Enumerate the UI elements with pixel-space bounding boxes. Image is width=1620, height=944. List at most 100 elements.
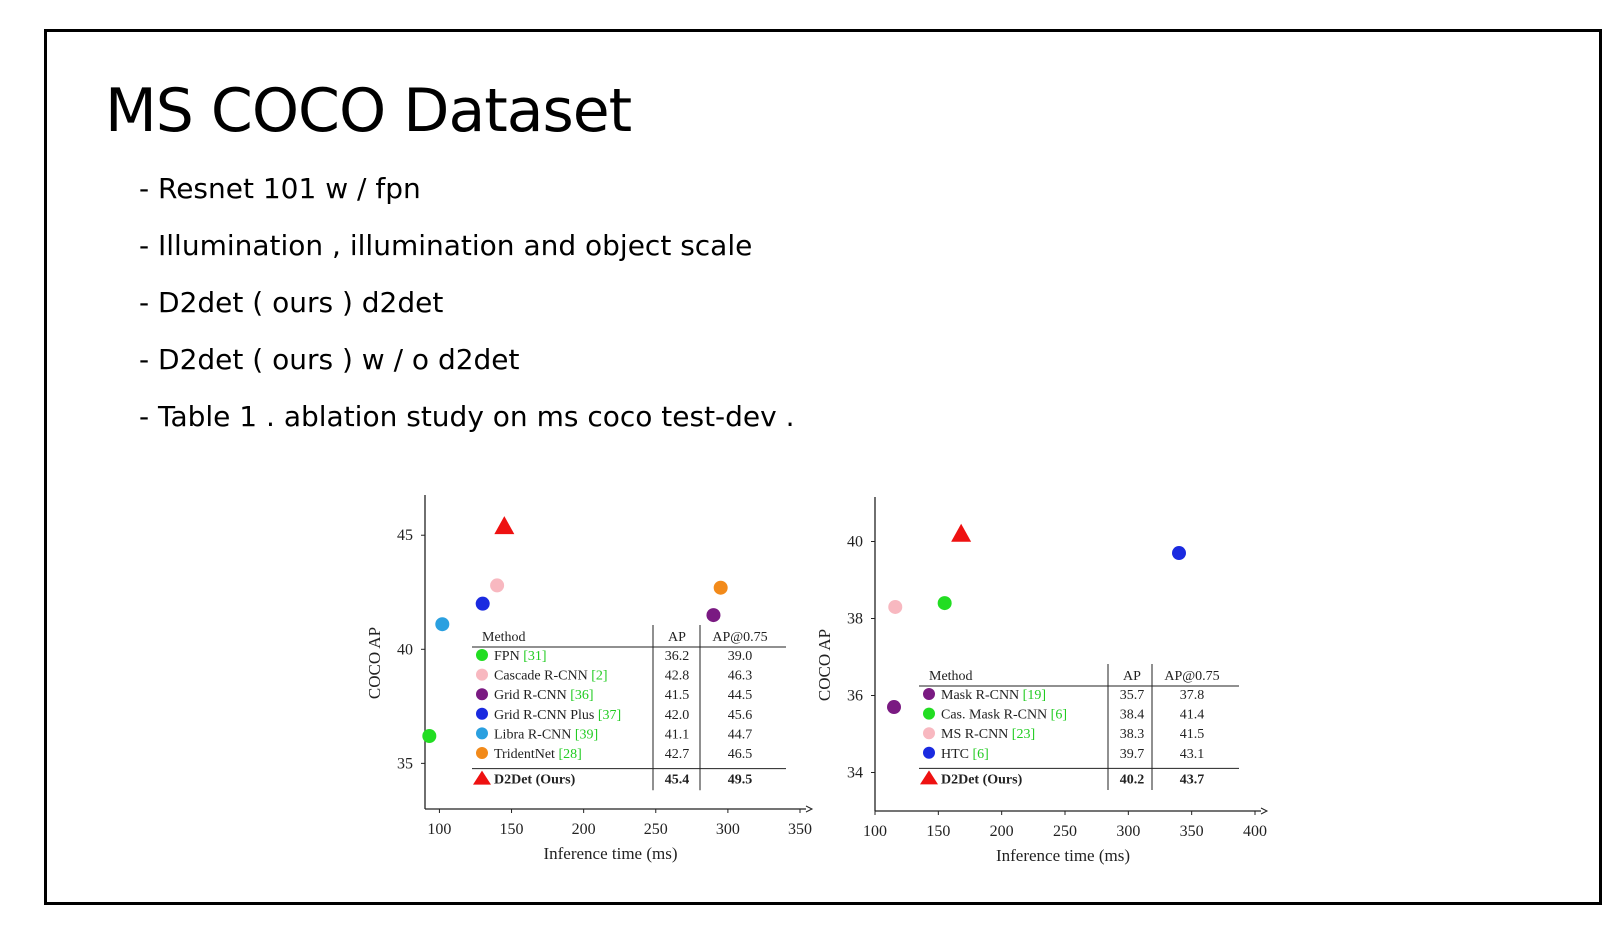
table-ap75-value: 44.7 <box>728 727 753 742</box>
x-tick-label: 100 <box>863 823 887 840</box>
legend-marker-triangle <box>920 770 938 785</box>
legend-method-name: D2Det (Ours) <box>941 772 1023 787</box>
table-ap-value: 42.8 <box>665 669 690 684</box>
data-point-triangle <box>951 523 972 542</box>
data-point <box>888 599 903 614</box>
bullet-item: - Illumination , illumination and object… <box>139 229 753 262</box>
table-ap-value: 39.7 <box>1120 747 1145 762</box>
legend-marker <box>923 707 935 720</box>
y-tick-label: 40 <box>397 641 413 658</box>
table-ap-value: 35.7 <box>1120 688 1145 703</box>
legend-citation: [31] <box>520 649 547 664</box>
legend-marker <box>923 727 935 740</box>
table-ap-value: 42.0 <box>665 708 690 723</box>
data-point <box>435 617 450 632</box>
legend-citation: [28] <box>555 747 582 762</box>
legend-method-name: Grid R-CNN [36] <box>494 688 594 703</box>
data-point <box>706 608 721 623</box>
y-tick-label: 45 <box>397 527 413 544</box>
data-point <box>887 700 901 715</box>
x-tick-label: 100 <box>427 821 451 838</box>
data-point <box>1172 546 1186 561</box>
table-ap-value: 42.7 <box>665 747 690 762</box>
legend-method-name: Mask R-CNN [19] <box>941 688 1046 703</box>
legend-citation: [36] <box>567 688 594 703</box>
legend-marker <box>476 688 488 701</box>
slide-title: MS COCO Dataset <box>105 76 632 146</box>
data-point-triangle <box>494 516 515 535</box>
legend-method-name: HTC [6] <box>941 747 989 762</box>
x-tick-label: 350 <box>1180 823 1204 840</box>
table-ap-value: 38.4 <box>1120 708 1145 723</box>
legend-citation: [37] <box>594 708 621 723</box>
legend-marker <box>923 688 935 700</box>
x-axis-label: Inference time (ms) <box>996 846 1130 865</box>
legend-method-name: FPN [31] <box>494 649 547 664</box>
x-axis-arrow <box>1260 807 1269 815</box>
x-axis-arrow <box>805 805 814 813</box>
table-header: AP@0.75 <box>712 630 767 645</box>
legend-citation: [23] <box>1008 727 1035 742</box>
table-ap-value: 45.4 <box>665 773 690 788</box>
table-ap75-value: 44.5 <box>728 688 753 703</box>
bullet-list: - Resnet 101 w / fpn - Illumination , il… <box>139 172 795 457</box>
legend-method-name: Grid R-CNN Plus [37] <box>494 708 621 723</box>
legend-method-name: Cas. Mask R-CNN [6] <box>941 708 1067 723</box>
table-header: Method <box>929 669 973 684</box>
legend-marker <box>476 707 488 720</box>
y-tick-label: 40 <box>847 534 863 551</box>
table-ap75-value: 46.3 <box>728 669 753 684</box>
table-header: Method <box>482 630 526 645</box>
x-tick-label: 150 <box>926 823 950 840</box>
y-tick-label: 35 <box>397 755 413 772</box>
legend-method-name: Libra R-CNN [39] <box>494 727 598 742</box>
legend-citation: [6] <box>1047 708 1067 723</box>
y-tick-label: 36 <box>847 688 863 705</box>
table-ap-value: 36.2 <box>665 649 690 664</box>
table-ap75-value: 43.7 <box>1180 772 1205 787</box>
legend-method-name: D2Det (Ours) <box>494 773 576 788</box>
y-tick-label: 34 <box>847 765 863 782</box>
legend-citation: [6] <box>969 747 989 762</box>
data-point <box>475 596 490 611</box>
data-point <box>490 578 505 593</box>
legend-marker <box>476 747 488 759</box>
table-ap-value: 40.2 <box>1120 772 1145 787</box>
table-ap75-value: 49.5 <box>728 773 753 788</box>
data-point <box>713 580 728 595</box>
x-axis-label: Inference time (ms) <box>543 844 677 863</box>
x-tick-label: 300 <box>1116 823 1140 840</box>
x-tick-label: 250 <box>1053 823 1077 840</box>
table-ap75-value: 41.4 <box>1180 708 1205 723</box>
x-tick-label: 200 <box>990 823 1014 840</box>
legend-citation: [2] <box>588 669 608 684</box>
table-ap-value: 41.5 <box>665 688 690 703</box>
x-tick-label: 300 <box>716 821 740 838</box>
slide: MS COCO Dataset - Resnet 101 w / fpn - I… <box>44 29 1602 905</box>
bullet-item: - D2det ( ours ) d2det <box>139 286 444 319</box>
table-header: AP@0.75 <box>1164 669 1219 684</box>
table-header: AP <box>1123 669 1141 684</box>
table-ap75-value: 43.1 <box>1180 747 1205 762</box>
bullet-item: - Resnet 101 w / fpn <box>139 172 421 205</box>
legend-citation: [19] <box>1019 688 1046 703</box>
y-axis-label: COCO AP <box>815 629 834 701</box>
legend-marker <box>476 668 488 681</box>
table-header: AP <box>668 630 686 645</box>
legend-method-name: MS R-CNN [23] <box>941 727 1035 742</box>
x-tick-label: 350 <box>788 821 812 838</box>
table-ap75-value: 46.5 <box>728 747 753 762</box>
x-tick-label: 150 <box>500 821 524 838</box>
legend-marker-triangle <box>473 770 491 785</box>
y-axis-label: COCO AP <box>365 627 384 699</box>
table-ap75-value: 45.6 <box>728 708 753 723</box>
y-tick-label: 38 <box>847 611 863 628</box>
table-ap75-value: 37.8 <box>1180 688 1205 703</box>
data-point <box>937 596 952 611</box>
bullet-item: - D2det ( ours ) w / o d2det <box>139 343 520 376</box>
x-tick-label: 250 <box>644 821 668 838</box>
x-tick-label: 400 <box>1243 823 1267 840</box>
table-ap-value: 38.3 <box>1120 727 1145 742</box>
x-tick-label: 200 <box>572 821 596 838</box>
